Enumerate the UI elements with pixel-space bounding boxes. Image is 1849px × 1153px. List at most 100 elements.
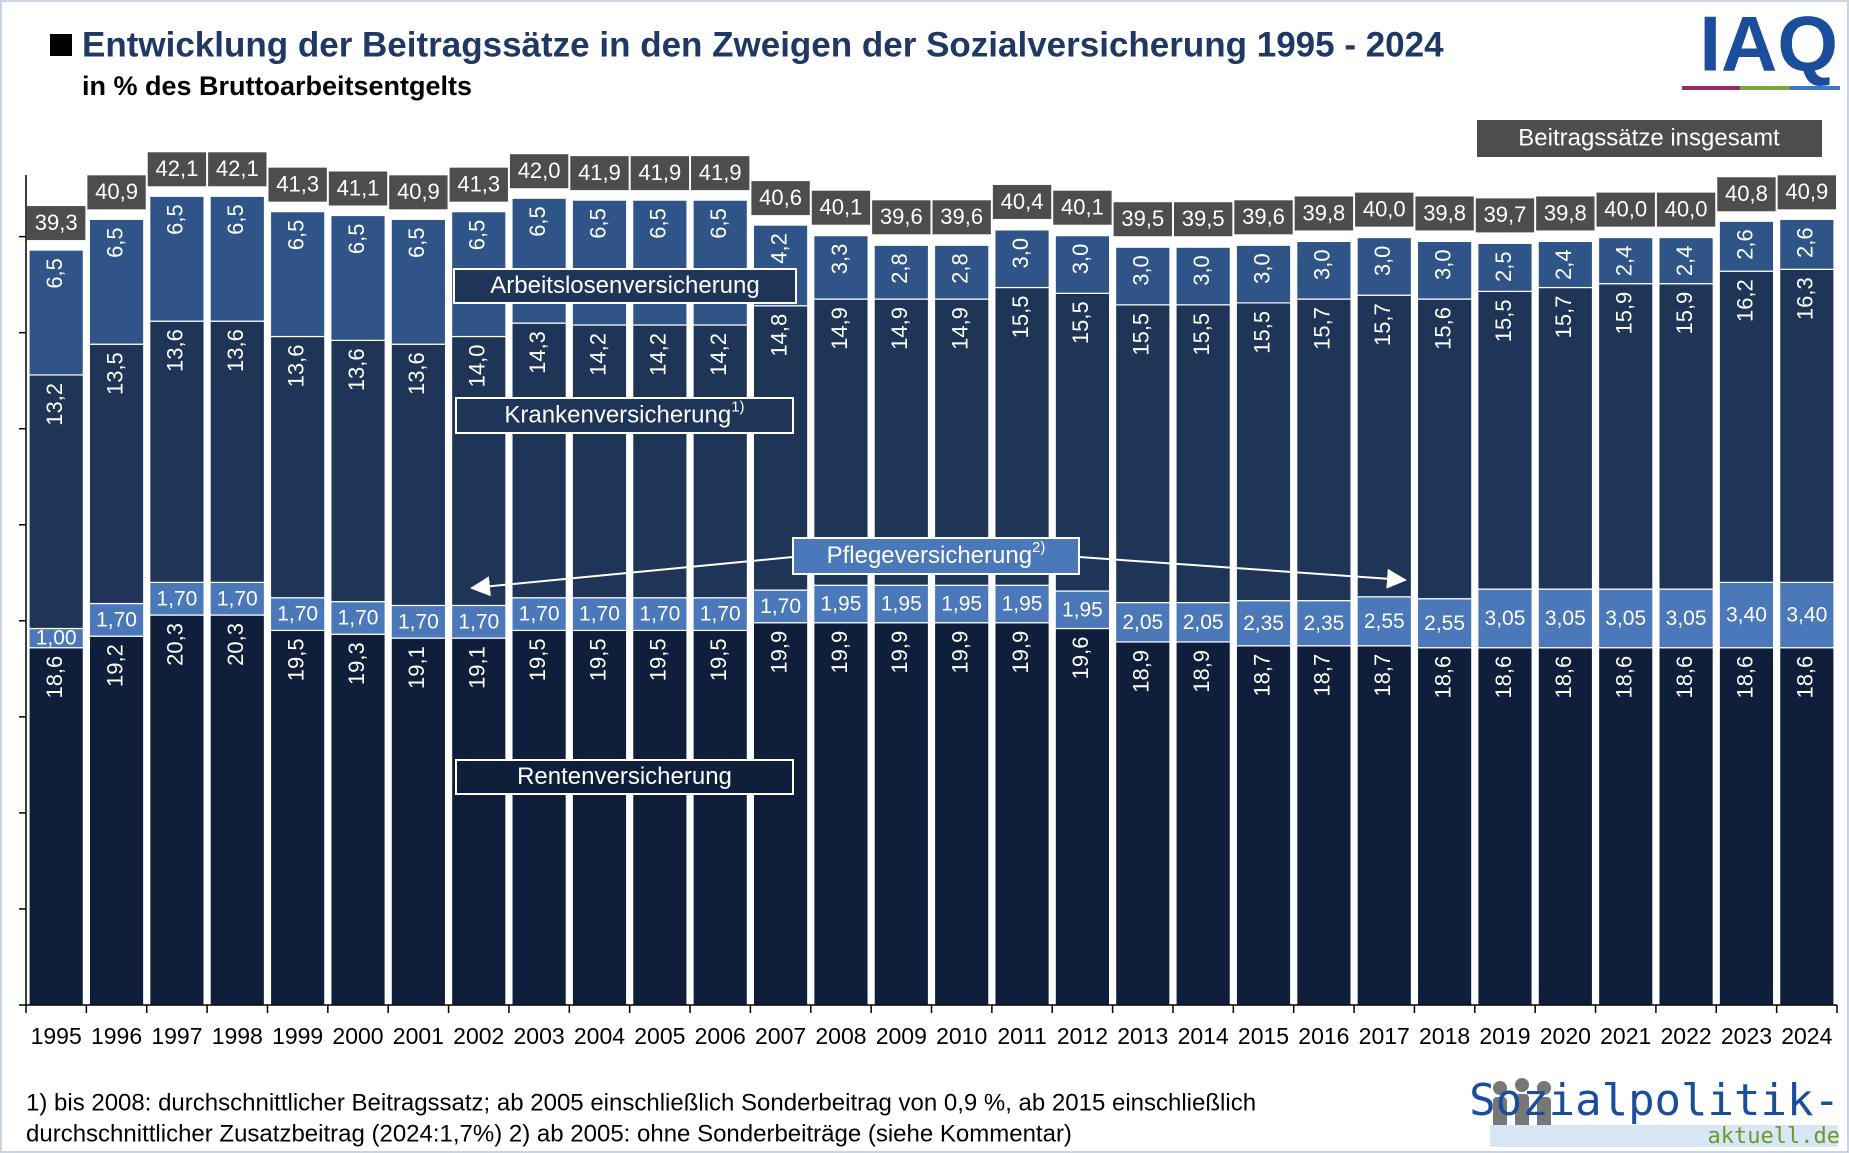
bar-segment [1054, 627, 1111, 1006]
legend-footnote-mark: 2) [1032, 539, 1045, 556]
bar-segment [1235, 645, 1292, 1006]
bar-segment [994, 286, 1050, 586]
value-label: 18,7 [1370, 654, 1395, 697]
value-label: 18,6 [1430, 656, 1455, 699]
total-box [1596, 192, 1655, 227]
total-label: 41,3 [276, 171, 319, 196]
bar-segment [1537, 647, 1594, 1006]
bar-segment [1658, 588, 1714, 649]
value-label: 13,5 [102, 352, 127, 395]
bar-segment [1597, 283, 1654, 590]
bar-segment [209, 581, 266, 616]
value-label: 18,6 [1793, 656, 1818, 699]
bar-segment [1356, 294, 1413, 598]
value-label: 15,5 [1189, 313, 1214, 356]
total-box [751, 181, 810, 216]
x-tick-label: 2020 [1540, 1023, 1591, 1049]
value-label: 3,05 [1485, 607, 1526, 630]
value-label: 3,0 [1068, 244, 1093, 275]
value-label: 18,6 [1491, 656, 1516, 699]
x-tick-label: 2011 [997, 1023, 1046, 1049]
bar-segment [1175, 641, 1231, 1006]
value-label: 18,9 [1189, 650, 1214, 693]
value-label: 1,70 [760, 595, 801, 618]
value-label: 6,5 [585, 208, 610, 239]
bar-segment [450, 637, 507, 1006]
legend-box [792, 537, 1080, 575]
value-label: 20,3 [223, 623, 248, 666]
x-tick-label: 2002 [453, 1023, 504, 1049]
value-label: 3,0 [1129, 255, 1154, 286]
value-label: 15,7 [1551, 296, 1576, 339]
bar-segment [1416, 647, 1473, 1006]
bar-segment [1537, 588, 1594, 649]
total-box [872, 200, 931, 235]
bar-segment [330, 601, 386, 635]
value-label: 6,5 [646, 208, 671, 239]
total-label: 39,6 [1242, 204, 1285, 229]
value-label: 19,1 [404, 646, 429, 689]
total-label: 39,6 [880, 204, 923, 229]
value-label: 1,95 [821, 593, 862, 616]
total-box [1475, 198, 1535, 233]
value-label: 6,5 [465, 220, 490, 251]
value-label: 6,5 [283, 220, 308, 251]
value-label: 15,6 [1430, 307, 1455, 350]
value-label: 2,35 [1303, 612, 1344, 635]
x-tick-label: 2021 [1600, 1023, 1651, 1049]
total-label: 42,1 [216, 156, 259, 181]
total-box [1173, 202, 1233, 237]
bar-segment [88, 218, 145, 345]
bar-segment [1175, 246, 1231, 306]
bar-segment [933, 622, 990, 1006]
value-label: 6,5 [163, 204, 188, 235]
total-label: 40,6 [759, 185, 802, 210]
value-label: 19,5 [525, 638, 550, 681]
total-box [1536, 196, 1595, 231]
bar-segment [1718, 220, 1775, 272]
chart-subtitle: in % des Bruttoarbeitsentgelts [82, 71, 472, 101]
bar-segment [390, 637, 447, 1006]
arrow [470, 556, 794, 597]
total-box [1355, 192, 1414, 227]
value-label: 13,6 [404, 352, 429, 395]
bar-segment [1356, 645, 1413, 1006]
bar-segment [1779, 268, 1835, 583]
value-label: 6,5 [525, 206, 550, 237]
x-tick-label: 2008 [815, 1023, 866, 1049]
bar-segment [1416, 240, 1473, 300]
total-box [328, 171, 388, 206]
x-tick-label: 2016 [1298, 1023, 1349, 1049]
total-label: 40,0 [1665, 196, 1708, 221]
total-box [87, 175, 146, 210]
x-tick-label: 2017 [1359, 1023, 1410, 1049]
bar-segment [269, 597, 326, 632]
value-label: 3,0 [1370, 246, 1395, 277]
bar-segment [1114, 641, 1171, 1006]
bar-segment [1597, 588, 1654, 649]
bar-segment [873, 584, 930, 624]
x-tick-label: 2018 [1419, 1023, 1470, 1049]
total-box [932, 200, 991, 235]
total-label: 40,4 [1001, 189, 1044, 214]
x-tick-label: 2019 [1479, 1023, 1530, 1049]
value-label: 19,5 [646, 638, 671, 681]
value-label: 1,70 [156, 587, 197, 610]
bar-segment [1477, 242, 1533, 292]
value-label: 3,0 [1310, 249, 1335, 280]
bar-segment [1416, 298, 1473, 600]
chart-title: Entwicklung der Beitragssätze in den Zwe… [82, 25, 1444, 64]
bar-segment [813, 584, 869, 624]
total-label: 40,8 [1725, 181, 1768, 206]
legend-box [453, 268, 797, 304]
bar-segment [209, 320, 266, 583]
x-tick-label: 2024 [1781, 1023, 1832, 1049]
legend-name: Krankenversicherung [504, 402, 731, 429]
value-label: 2,5 [1491, 251, 1516, 282]
total-label: 39,3 [35, 210, 78, 235]
total-label: 42,1 [156, 156, 199, 181]
value-label: 15,5 [1491, 299, 1516, 342]
bar-segment [511, 629, 567, 1006]
value-label: 18,6 [42, 656, 67, 699]
legend-label: Beitragssätze insgesamt [1518, 124, 1780, 151]
